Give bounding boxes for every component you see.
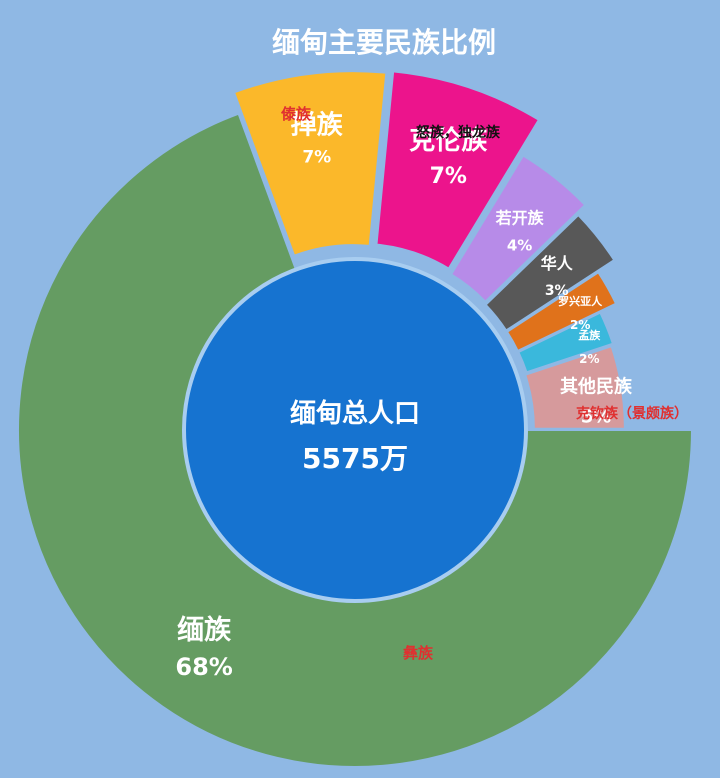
slice-value-label: 2% <box>579 352 599 366</box>
center-population-value: 5575万 <box>302 442 408 475</box>
slice-name-label: 掸族 <box>291 109 344 140</box>
labels-layer: 缅族68%彝族掸族7%傣族克伦族7%怒族，独龙族若开族4%华人3%罗兴亚人2%孟… <box>175 105 688 681</box>
center-circle <box>182 257 528 603</box>
slice-value-label: 5% <box>581 406 612 427</box>
slices-layer <box>17 70 694 768</box>
pie-slice-5 <box>505 270 618 353</box>
slice-note-annotation: 傣族 <box>281 105 312 123</box>
slice-name-label: 其他民族 <box>560 375 633 397</box>
slice-name-label: 若开族 <box>495 209 545 228</box>
pie-slice-7 <box>523 344 626 430</box>
pie-slice-4 <box>484 213 616 332</box>
pie-slice-6 <box>517 311 615 374</box>
pie-slice-2 <box>375 70 541 270</box>
slice-note-annotation: 彝族 <box>403 644 434 662</box>
slice-value-label: 2% <box>570 318 590 332</box>
slice-name-label: 孟族 <box>578 328 601 342</box>
center-population-label: 缅甸总人口 <box>290 398 420 429</box>
slice-name-label: 缅族 <box>177 614 232 646</box>
slice-note-annotation: 怒族，独龙族 <box>416 124 501 141</box>
slice-value-label: 68% <box>175 653 232 681</box>
slice-value-label: 4% <box>507 237 532 255</box>
slice-value-label: 3% <box>545 283 569 299</box>
slice-name-label: 克伦族 <box>409 125 488 156</box>
chart-title: 缅甸主要民族比例 <box>272 26 496 59</box>
pie-slice-3 <box>449 154 587 304</box>
slice-value-label: 7% <box>430 164 467 189</box>
pie-slice-1 <box>232 70 388 257</box>
slice-name-label: 华人 <box>541 254 574 273</box>
slice-value-label: 7% <box>302 147 331 167</box>
slice-name-label: 罗兴亚人 <box>558 294 603 308</box>
slice-note-annotation: 克钦族（景颇族） <box>576 405 688 422</box>
